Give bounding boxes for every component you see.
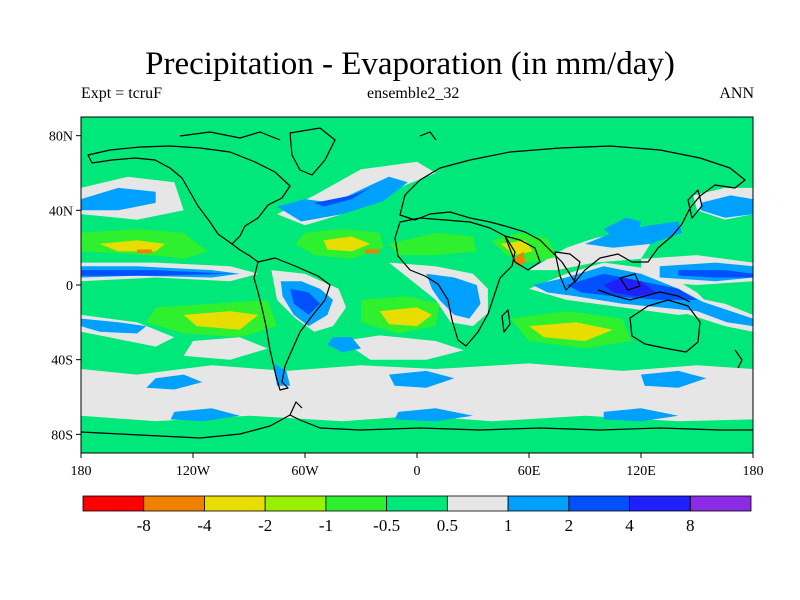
coastlines — [81, 127, 753, 439]
contour-regions — [81, 161, 753, 422]
colorbar-swatch — [264, 495, 327, 512]
y-tick-label: 80S — [51, 428, 73, 443]
colorbar-swatch — [446, 495, 509, 512]
region-sahara — [389, 232, 477, 256]
x-tick-label: 120E — [626, 464, 656, 479]
region-spcz-blue — [697, 299, 753, 327]
coast-indonesia — [597, 289, 691, 303]
region-congo-blue — [426, 273, 481, 319]
colorbar-swatch — [386, 495, 448, 512]
colorbar-swatch — [204, 495, 266, 512]
colorbar-label: 0.5 — [437, 516, 458, 535]
region-china-blue — [603, 217, 641, 237]
map-title: Precipitation - Evaporation (in mm/day) — [145, 46, 675, 82]
coast-antarctica — [81, 414, 753, 439]
coast-svalbard — [419, 131, 437, 141]
region-south-ocean-blue-2 — [389, 370, 455, 388]
region-sc-pacific-storm — [183, 337, 268, 360]
region-n-pacific-yellow — [99, 240, 165, 252]
x-tick-label: 60E — [518, 464, 541, 479]
region-n-atlantic-yellow — [323, 236, 371, 252]
colorbar-label: -2 — [258, 516, 272, 535]
coast-africa — [394, 217, 516, 347]
region-antarctic-blue-2 — [394, 408, 473, 422]
region-s-pacific-yellow — [183, 311, 259, 330]
x-tick-label: 120W — [176, 464, 211, 479]
colorbar-swatch — [325, 495, 388, 512]
colorbar-label: 4 — [625, 516, 634, 535]
coast-south-america — [253, 257, 331, 391]
season-label: ANN — [719, 85, 754, 102]
coast-antarctic-peninsula — [289, 401, 303, 416]
coast-greenland — [289, 127, 336, 176]
colorbar-swatch — [689, 495, 752, 512]
colorbar-label: -0.5 — [373, 516, 400, 535]
colorbar-label: 8 — [686, 516, 695, 535]
region-maritime-core — [603, 277, 656, 297]
region-s-indian-yellow — [529, 322, 613, 341]
region-pacific-orange — [137, 249, 152, 254]
coast-new-zealand — [734, 349, 743, 369]
ensemble-label: ensemble2_32 — [367, 85, 460, 102]
map-axes: 180 120W 60W 0 60E 120E 180 80N 40N 0 40S 80S — [49, 130, 764, 479]
region-north-pacific-blue-w — [81, 187, 156, 211]
x-tick-label: 60W — [291, 464, 319, 479]
coast-india — [554, 251, 581, 291]
coast-japan — [687, 189, 703, 219]
colorbar-swatch — [629, 495, 691, 512]
y-tick-label: 40S — [51, 354, 73, 369]
coast-australia — [629, 299, 701, 353]
y-tick-label: 0 — [66, 279, 73, 294]
region-north-atlantic-deep — [314, 187, 371, 207]
coast-arabia — [504, 235, 541, 271]
region-south-ocean-blue-3 — [641, 370, 707, 388]
colorbar-swatch — [143, 495, 205, 512]
region-s-atlantic-yellow — [379, 307, 432, 327]
colorbar-swatch — [568, 495, 630, 512]
experiment-label: Expt = tcruF — [81, 85, 163, 102]
x-tick-label: 180 — [743, 464, 764, 479]
coast-madagascar — [501, 309, 511, 333]
region-south-ocean-band — [81, 363, 753, 422]
colorbar-label: -8 — [137, 516, 151, 535]
region-arabian-yellow — [501, 240, 533, 256]
colorbar-label: -1 — [319, 516, 333, 535]
region-pacific-deep — [678, 270, 753, 278]
coast-borneo — [619, 273, 641, 291]
region-antarctic-blue-3 — [603, 408, 679, 422]
colorbar: -8 -4 -2 -1 -0.5 0.5 1 2 4 8 — [82, 495, 752, 535]
coast-arctic-islands — [179, 131, 281, 141]
colorbar-swatch — [507, 495, 570, 512]
coast-central-america — [231, 243, 259, 263]
region-south-ocean-blue-1 — [146, 374, 203, 390]
region-n-pacific-east — [155, 240, 208, 259]
region-amazon-deep — [290, 288, 320, 315]
region-south-atlantic-blue — [327, 337, 361, 353]
region-south-atlantic-storm — [342, 335, 464, 360]
region-antarctic-blue-1 — [170, 408, 240, 422]
y-tick-label: 40N — [49, 204, 73, 219]
region-north-pacific-blue — [700, 195, 753, 218]
coast-eurasia — [399, 145, 746, 283]
x-tick-label: 180 — [71, 464, 92, 479]
coast-north-america — [87, 145, 291, 245]
region-south-pacific-blue-w — [81, 318, 147, 334]
colorbar-label: -4 — [197, 516, 212, 535]
colorbar-label: 2 — [565, 516, 574, 535]
y-tick-label: 80N — [49, 130, 73, 145]
colorbar-swatch — [82, 495, 145, 512]
region-pacific-deep-e — [81, 270, 231, 276]
colorbar-label: 1 — [504, 516, 513, 535]
x-tick-label: 0 — [414, 464, 421, 479]
region-atlantic-orange — [364, 249, 380, 254]
